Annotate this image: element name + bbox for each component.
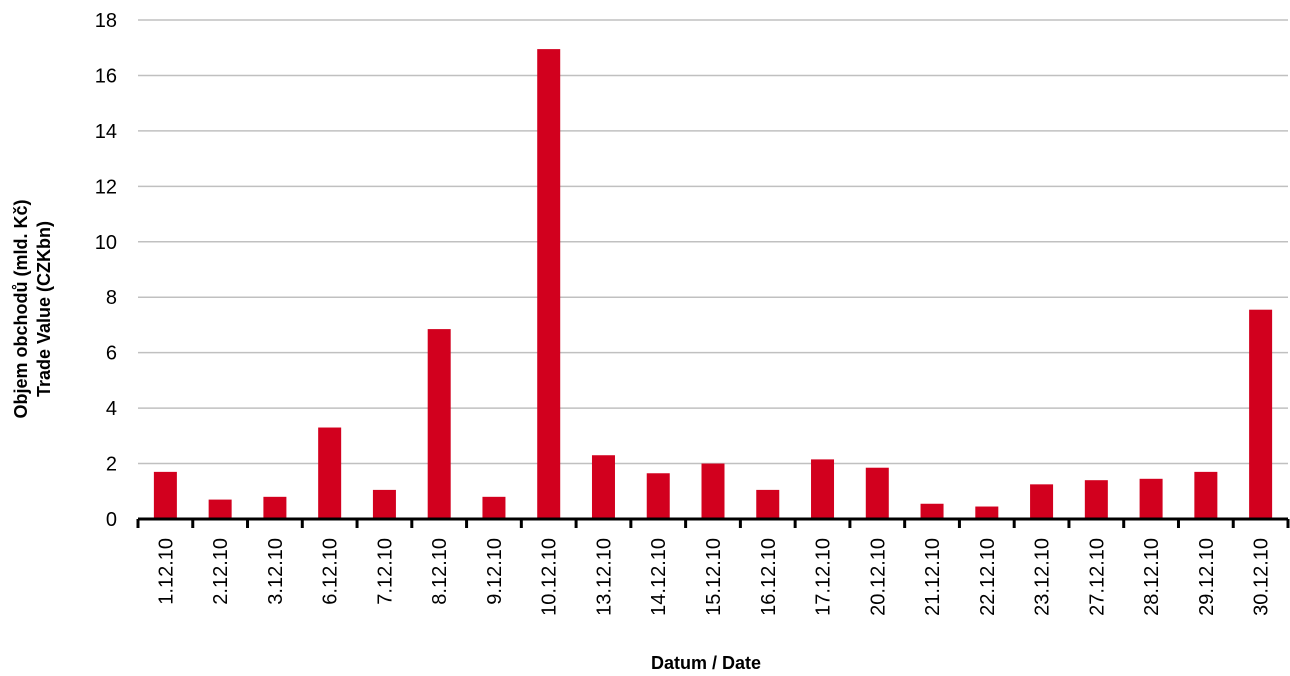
bar <box>646 473 670 519</box>
y-tick-label: 8 <box>106 287 117 309</box>
y-tick-label: 18 <box>95 10 117 32</box>
bar <box>263 496 287 519</box>
bar <box>1084 480 1108 519</box>
y-tick-label: 2 <box>106 454 117 476</box>
bar <box>1030 484 1054 519</box>
x-tick-label: 20.12.10 <box>867 538 889 616</box>
bar <box>865 467 889 519</box>
y-axis-ticks: 0 2 4 6 8 10 12 14 16 18 <box>95 10 117 531</box>
y-tick-label: 10 <box>95 232 117 254</box>
x-tick-label: 23.12.10 <box>1032 538 1054 616</box>
y-tick-label: 12 <box>95 176 117 198</box>
bar <box>811 459 835 519</box>
bar <box>920 503 944 519</box>
bar <box>537 49 561 519</box>
x-tick-label: 8.12.10 <box>429 538 451 605</box>
bar <box>975 506 999 519</box>
x-tick-label: 22.12.10 <box>977 538 999 616</box>
y-tick-label: 6 <box>106 343 117 365</box>
x-tick-label: 3.12.10 <box>265 538 287 605</box>
x-tick-label: 6.12.10 <box>320 538 342 605</box>
bar <box>372 489 396 519</box>
bar <box>482 496 506 519</box>
y-axis-title: Objem obchodů (mld. Kč) Trade Value (CZK… <box>11 199 54 418</box>
x-tick-label: 28.12.10 <box>1141 538 1163 616</box>
bar <box>756 489 780 519</box>
x-tick-label: 21.12.10 <box>922 538 944 616</box>
y-axis-title-line2: Trade Value (CZKbn) <box>34 221 54 397</box>
bar <box>701 463 725 519</box>
gridlines <box>138 19 1288 465</box>
x-tick-label: 17.12.10 <box>813 538 835 616</box>
bar <box>1249 309 1273 519</box>
bar <box>1194 471 1218 519</box>
bar <box>153 471 177 519</box>
bars <box>153 49 1273 519</box>
bar <box>1139 478 1163 519</box>
bar <box>208 499 232 519</box>
x-tick-label: 1.12.10 <box>155 538 177 605</box>
x-axis-tick-labels: 1.12.10 2.12.10 3.12.10 6.12.10 7.12.10 8.12.… <box>155 538 1272 616</box>
x-tick-label: 29.12.10 <box>1196 538 1218 616</box>
bar <box>591 455 615 519</box>
x-tick-label: 30.12.10 <box>1251 538 1273 616</box>
x-axis-title: Datum / Date <box>651 653 761 673</box>
x-tick-label: 15.12.10 <box>703 538 725 616</box>
x-tick-label: 27.12.10 <box>1086 538 1108 616</box>
bar <box>427 329 451 519</box>
y-axis-title-line1: Objem obchodů (mld. Kč) <box>11 199 31 418</box>
x-tick-label: 9.12.10 <box>484 538 506 605</box>
x-axis <box>136 517 1290 528</box>
x-tick-label: 13.12.10 <box>593 538 615 616</box>
bar <box>318 427 342 519</box>
x-tick-label: 2.12.10 <box>210 538 232 605</box>
x-tick-label: 10.12.10 <box>539 538 561 616</box>
y-tick-label: 14 <box>95 121 117 143</box>
y-tick-label: 16 <box>95 65 117 87</box>
x-tick-label: 14.12.10 <box>648 538 670 616</box>
x-tick-label: 7.12.10 <box>374 538 396 605</box>
y-tick-label: 0 <box>106 509 117 531</box>
y-tick-label: 4 <box>106 398 117 420</box>
x-tick-label: 16.12.10 <box>758 538 780 616</box>
